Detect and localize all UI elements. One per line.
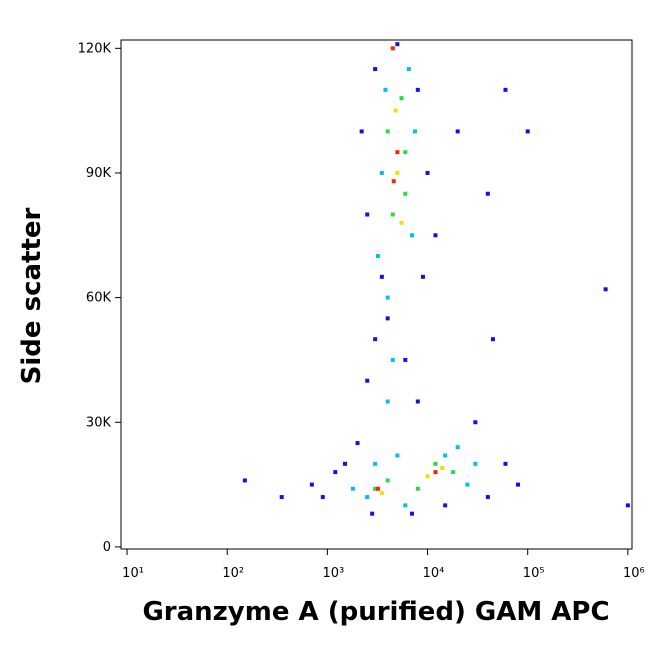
x-tick-label: 10³ bbox=[322, 566, 344, 581]
point bbox=[391, 179, 396, 184]
point bbox=[395, 453, 400, 458]
point bbox=[415, 87, 420, 92]
points bbox=[242, 42, 630, 516]
point bbox=[485, 495, 490, 500]
point bbox=[379, 274, 384, 279]
point bbox=[443, 503, 448, 508]
y-tick-label: 60K bbox=[86, 291, 112, 306]
point bbox=[375, 486, 380, 491]
point bbox=[370, 511, 375, 516]
point bbox=[385, 316, 390, 321]
point bbox=[379, 490, 384, 495]
point bbox=[451, 470, 456, 475]
point bbox=[403, 357, 408, 362]
point bbox=[455, 129, 460, 134]
point bbox=[365, 495, 370, 500]
y-tick-label: 30K bbox=[86, 415, 112, 430]
point bbox=[365, 212, 370, 217]
y-axis-title: Side scatter bbox=[17, 207, 47, 384]
point bbox=[279, 495, 284, 500]
point bbox=[503, 87, 508, 92]
point bbox=[242, 478, 247, 483]
point bbox=[355, 441, 360, 446]
point bbox=[415, 399, 420, 404]
point bbox=[373, 337, 378, 342]
point bbox=[473, 461, 478, 466]
y-tick-label: 0 bbox=[103, 540, 111, 555]
point bbox=[373, 461, 378, 466]
point bbox=[485, 191, 490, 196]
x-tick-label: 10⁶ bbox=[623, 566, 645, 581]
plot-frame bbox=[120, 39, 633, 550]
point bbox=[373, 67, 378, 72]
point bbox=[420, 274, 425, 279]
point bbox=[309, 482, 314, 487]
point bbox=[425, 474, 430, 479]
point bbox=[625, 503, 630, 508]
y-tick-label: 120K bbox=[78, 41, 112, 56]
point bbox=[395, 150, 400, 155]
point bbox=[415, 486, 420, 491]
point bbox=[410, 511, 415, 516]
point bbox=[525, 129, 530, 134]
x-axis-title: Granzyme A (purified) GAM APC bbox=[142, 597, 609, 627]
point bbox=[395, 42, 400, 47]
point bbox=[379, 170, 384, 175]
point bbox=[413, 129, 418, 134]
point bbox=[403, 503, 408, 508]
point bbox=[385, 478, 390, 483]
point bbox=[433, 461, 438, 466]
x-tick-label: 10² bbox=[222, 566, 244, 581]
point bbox=[443, 453, 448, 458]
point bbox=[473, 420, 478, 425]
point bbox=[425, 170, 430, 175]
point bbox=[343, 461, 348, 466]
point bbox=[399, 96, 404, 101]
point bbox=[403, 191, 408, 196]
point bbox=[515, 482, 520, 487]
point bbox=[440, 465, 445, 470]
point bbox=[433, 233, 438, 238]
point bbox=[375, 254, 380, 259]
point bbox=[390, 357, 395, 362]
y-tick-label: 90K bbox=[86, 166, 112, 181]
point bbox=[385, 399, 390, 404]
point bbox=[393, 108, 398, 113]
point bbox=[455, 445, 460, 450]
point bbox=[465, 482, 470, 487]
x-tick-label: 10⁴ bbox=[423, 566, 445, 581]
point bbox=[365, 378, 370, 383]
point bbox=[350, 486, 355, 491]
point bbox=[373, 486, 378, 491]
point bbox=[403, 150, 408, 155]
point bbox=[490, 337, 495, 342]
x-tick-label: 10⁵ bbox=[523, 566, 545, 581]
point bbox=[383, 87, 388, 92]
point bbox=[385, 295, 390, 300]
point bbox=[390, 212, 395, 217]
point bbox=[320, 495, 325, 500]
point bbox=[603, 287, 608, 292]
point bbox=[385, 129, 390, 134]
point bbox=[410, 233, 415, 238]
point bbox=[406, 67, 411, 72]
point bbox=[395, 170, 400, 175]
point bbox=[399, 220, 404, 225]
x-tick-label: 10¹ bbox=[122, 566, 144, 581]
point bbox=[390, 46, 395, 51]
point bbox=[359, 129, 364, 134]
point bbox=[333, 470, 338, 475]
point bbox=[433, 470, 438, 475]
point bbox=[503, 461, 508, 466]
